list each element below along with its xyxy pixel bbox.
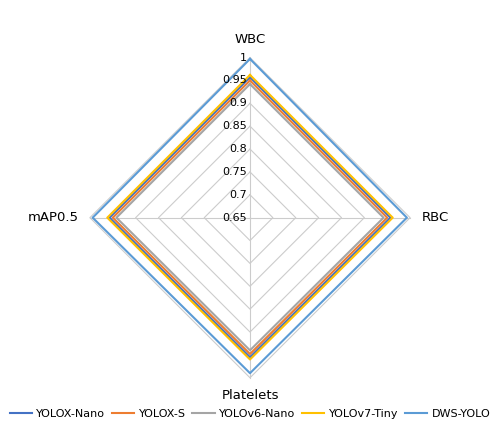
Text: 0.65: 0.65: [222, 213, 247, 223]
Text: 0.9: 0.9: [229, 98, 247, 108]
Text: 1: 1: [240, 53, 247, 63]
Text: 0.8: 0.8: [229, 144, 247, 154]
Text: 0.85: 0.85: [222, 121, 247, 131]
Text: mAP0.5: mAP0.5: [28, 211, 78, 224]
Text: 0.95: 0.95: [222, 76, 247, 85]
Legend: YOLOX-Nano, YOLOX-S, YOLOv6-Nano, YOLOv7-Tiny, DWS-YOLO: YOLOX-Nano, YOLOX-S, YOLOv6-Nano, YOLOv7…: [6, 405, 494, 423]
Text: RBC: RBC: [422, 211, 448, 224]
Text: 0.75: 0.75: [222, 167, 247, 177]
Text: WBC: WBC: [234, 34, 266, 46]
Text: Platelets: Platelets: [222, 389, 279, 402]
Text: 0.7: 0.7: [229, 190, 247, 200]
